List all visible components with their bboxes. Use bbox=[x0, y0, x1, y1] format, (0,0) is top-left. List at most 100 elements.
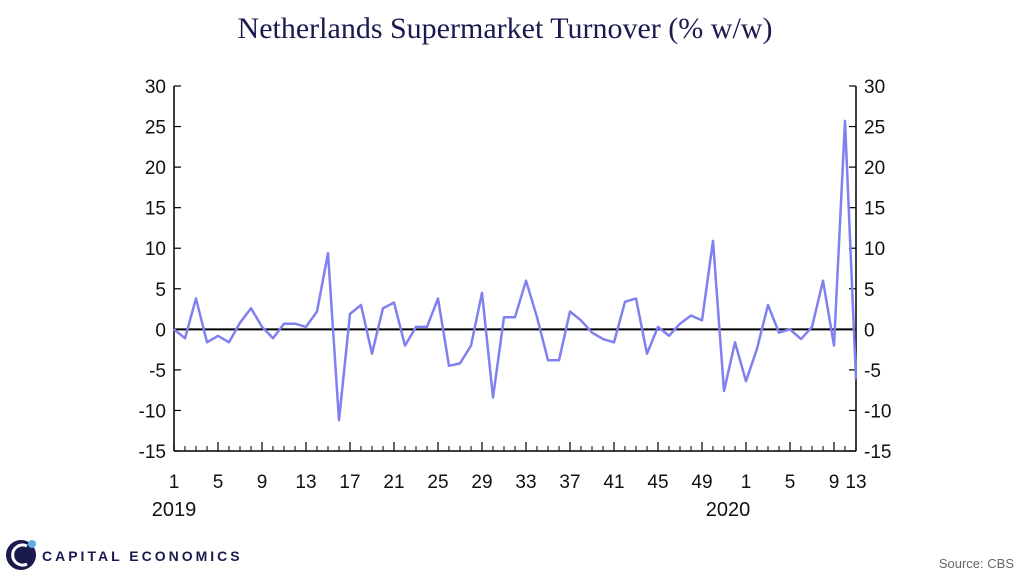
data-point bbox=[778, 331, 780, 334]
year-label-2019: 2019 bbox=[152, 499, 197, 521]
data-point bbox=[470, 344, 472, 347]
data-point bbox=[360, 304, 362, 306]
data-point bbox=[426, 326, 428, 328]
y-tick-label-right: 0 bbox=[864, 320, 875, 341]
data-point bbox=[569, 310, 571, 313]
data-point bbox=[690, 314, 692, 317]
data-point bbox=[349, 313, 351, 315]
x-tick-label: 21 bbox=[383, 472, 404, 493]
data-point bbox=[591, 331, 593, 334]
data-point bbox=[789, 328, 791, 330]
y-tick-label-left: -10 bbox=[139, 401, 166, 422]
data-point bbox=[602, 338, 604, 340]
data-point bbox=[822, 280, 824, 282]
data-point bbox=[283, 323, 285, 325]
y-tick-label-left: 15 bbox=[145, 199, 166, 220]
data-point bbox=[668, 335, 670, 337]
data-point bbox=[316, 310, 318, 313]
y-tick-label-right: 20 bbox=[864, 158, 885, 179]
data-point bbox=[217, 335, 219, 337]
data-point bbox=[745, 380, 747, 382]
logo-c-icon bbox=[11, 543, 28, 567]
x-tick-label: 5 bbox=[213, 472, 224, 493]
brand-text: CAPITAL ECONOMICS bbox=[42, 548, 243, 564]
y-tick-label-right: -10 bbox=[864, 401, 891, 422]
data-point bbox=[305, 326, 307, 328]
logo-dot-icon bbox=[28, 540, 36, 548]
year-label-2020: 2020 bbox=[706, 499, 751, 521]
data-point bbox=[459, 362, 461, 364]
y-axis-left-ticks: 30 25 20 15 10 5 0 -5 -10 -15 bbox=[139, 77, 181, 463]
data-point bbox=[437, 297, 439, 300]
data-point bbox=[382, 307, 384, 309]
data-point bbox=[624, 301, 626, 303]
data-point bbox=[250, 307, 252, 309]
data-point bbox=[580, 319, 582, 322]
data-point bbox=[657, 326, 659, 328]
x-tick-label: 9 bbox=[829, 472, 840, 493]
data-point bbox=[844, 120, 846, 122]
data-point bbox=[833, 344, 835, 347]
axes bbox=[173, 86, 857, 452]
data-point bbox=[811, 326, 813, 328]
data-point bbox=[327, 252, 329, 254]
data-point bbox=[415, 326, 417, 328]
x-tick-label: 41 bbox=[603, 472, 624, 493]
data-point bbox=[261, 326, 263, 328]
x-tick-label: 45 bbox=[647, 472, 668, 493]
data-point bbox=[371, 353, 373, 355]
y-tick-label-right: 30 bbox=[864, 77, 885, 98]
data-point bbox=[228, 341, 230, 343]
x-tick-label: 49 bbox=[691, 472, 712, 493]
data-point bbox=[756, 348, 758, 350]
data-point bbox=[536, 316, 538, 318]
data-point bbox=[338, 419, 340, 421]
data-point bbox=[800, 338, 802, 340]
y-tick-label-left: 10 bbox=[145, 239, 166, 260]
y-tick-label-left: 0 bbox=[155, 320, 166, 341]
capital-economics-logo: CAPITAL ECONOMICS bbox=[6, 540, 243, 570]
series-layer bbox=[173, 119, 858, 422]
x-tick-label: 13 bbox=[295, 472, 316, 493]
data-point bbox=[712, 240, 714, 242]
data-point bbox=[294, 323, 296, 325]
data-point bbox=[514, 316, 516, 318]
y-tick-label-right: -5 bbox=[864, 361, 881, 382]
data-point bbox=[184, 337, 186, 339]
logo-circle-icon bbox=[6, 540, 36, 570]
x-tick-label: 33 bbox=[515, 472, 536, 493]
data-point bbox=[646, 353, 648, 355]
y-tick-label-left: 30 bbox=[145, 77, 166, 98]
data-point bbox=[206, 341, 208, 343]
x-tick-label: 29 bbox=[471, 472, 492, 493]
data-point bbox=[767, 304, 769, 306]
y-tick-label-right: -15 bbox=[864, 442, 891, 463]
y-tick-label-right: 15 bbox=[864, 199, 885, 220]
data-point bbox=[503, 316, 505, 318]
data-point bbox=[734, 341, 736, 343]
data-point bbox=[492, 396, 494, 399]
y-tick-label-left: 5 bbox=[155, 280, 166, 301]
data-point bbox=[701, 319, 703, 322]
y-axis-right-ticks: 30 25 20 15 10 5 0 -5 -10 -15 bbox=[849, 77, 891, 463]
x-tick-label: 17 bbox=[339, 472, 360, 493]
x-tick-label: 25 bbox=[427, 472, 448, 493]
y-tick-label-right: 25 bbox=[864, 118, 885, 139]
data-point bbox=[855, 378, 857, 380]
x-tick-label: 1 bbox=[741, 472, 752, 493]
y-tick-label-right: 5 bbox=[864, 280, 875, 301]
x-tick-label: 9 bbox=[257, 472, 268, 493]
data-point bbox=[613, 341, 615, 343]
data-point bbox=[448, 365, 450, 367]
y-tick-label-left: -5 bbox=[149, 361, 166, 382]
x-tick-label: 1 bbox=[169, 472, 180, 493]
data-point bbox=[195, 297, 197, 300]
data-point bbox=[404, 344, 406, 347]
data-point bbox=[525, 280, 527, 282]
data-point bbox=[173, 328, 175, 330]
x-tick-label: 37 bbox=[559, 472, 580, 493]
data-point bbox=[635, 297, 637, 300]
data-point bbox=[558, 359, 560, 361]
